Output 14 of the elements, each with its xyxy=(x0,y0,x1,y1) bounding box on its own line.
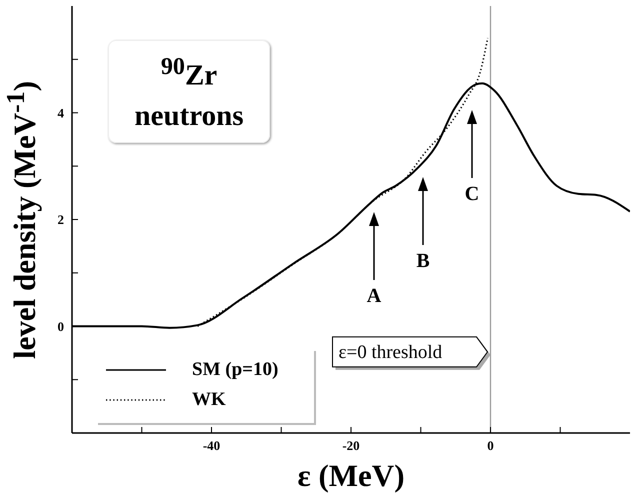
x-tick-label: -20 xyxy=(342,438,360,454)
legend-label: WK xyxy=(192,389,226,411)
text: $^{90}$Zr neutrons xyxy=(108,40,270,143)
y-tick-label: 4 xyxy=(58,105,64,120)
x-axis-title: ε (MeV) xyxy=(296,458,406,494)
annotation: C xyxy=(464,183,480,205)
x-tick-label: 0 xyxy=(487,438,494,454)
ref-line-label: ε=0 threshold xyxy=(338,342,443,363)
annotation: A xyxy=(366,285,382,307)
y-tick-label: 2 xyxy=(58,212,64,228)
x-tick-label: -40 xyxy=(202,438,220,454)
y-tick-label: 0 xyxy=(58,318,64,334)
legend-label: SM (p=10) xyxy=(192,359,278,381)
annotation: B xyxy=(416,250,430,272)
